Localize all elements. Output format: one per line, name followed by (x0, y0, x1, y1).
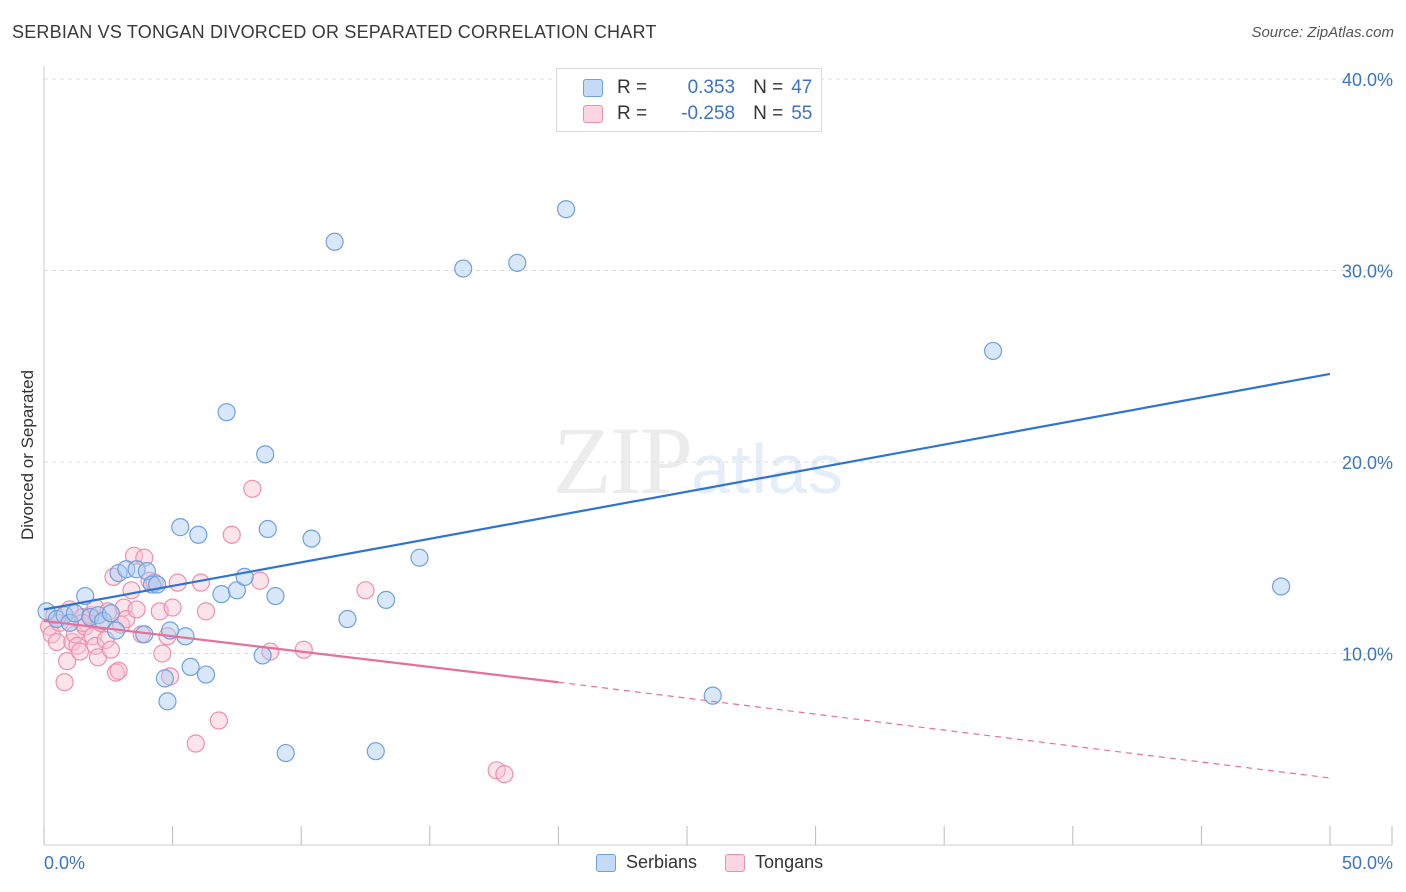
serbians-points (37, 200, 1291, 763)
legend-label-tongans: Tongans (755, 852, 824, 872)
watermark-atlas: atlas (691, 430, 844, 508)
serbian-point (302, 529, 321, 548)
tongans-trend-line (43, 619, 559, 684)
serbian-point (366, 742, 385, 761)
tongans-points (40, 479, 514, 784)
tongan-point (101, 640, 120, 659)
source-label: Source: ZipAtlas.com (1251, 24, 1394, 41)
tongan-point (47, 632, 66, 652)
tongan-point (356, 581, 375, 600)
serbian-point (212, 585, 231, 604)
tongan-point (55, 673, 74, 692)
serbian-point (158, 692, 177, 711)
tongans-legend-swatch (725, 853, 746, 872)
serbians-swatch (583, 79, 603, 97)
serbian-point (137, 562, 156, 581)
legend-item-tongans[interactable]: Tongans (725, 852, 823, 873)
legend-n-label: N = (753, 103, 784, 124)
serbian-point (325, 232, 344, 251)
serbian-point (117, 560, 136, 579)
x-tick-label: 0.0% (44, 853, 85, 873)
tongans-swatch (583, 105, 603, 123)
serbian-point (454, 259, 473, 278)
watermark: ZIPatlas (553, 405, 844, 516)
tongan-point (294, 640, 313, 659)
tongan-point (70, 642, 90, 661)
series-legend: Serbians Tongans (596, 852, 851, 873)
legend-r-value: -0.258 (681, 103, 736, 124)
legend-n-value: 47 (791, 77, 813, 98)
y-tick-label: 40.0% (1342, 70, 1393, 90)
legend-r-label: R = (617, 103, 648, 124)
serbian-point (703, 686, 722, 705)
tongan-point (163, 598, 182, 617)
legend-r-value: 0.353 (687, 77, 736, 98)
serbian-point (256, 445, 275, 464)
serbians-legend-swatch (596, 853, 616, 872)
y-tick-label: 30.0% (1342, 262, 1393, 282)
tongan-point (58, 652, 77, 671)
serbian-point (171, 518, 190, 537)
serbian-point (155, 669, 174, 688)
legend-row-tongans: R = -0.258 N = 55 (583, 102, 812, 126)
serbian-point (227, 581, 246, 600)
serbian-point (508, 253, 527, 272)
serbian-point (189, 525, 208, 544)
serbian-point (65, 604, 84, 623)
serbian-point (101, 604, 120, 623)
chart-title: SERBIAN VS TONGAN DIVORCED OR SEPARATED … (12, 22, 657, 42)
tongan-point (109, 661, 128, 680)
trend-lines (43, 372, 1331, 779)
x-tick-label: 50.0% (1342, 853, 1393, 873)
serbian-point (196, 665, 216, 684)
tongan-point (196, 602, 216, 621)
axes (43, 66, 1393, 846)
tongan-point (250, 571, 270, 590)
tick-labels: 10.0% 20.0% 30.0% 40.0% 0.0% 50.0% (44, 70, 1393, 873)
legend-n-value: 55 (791, 103, 813, 124)
serbian-point (258, 519, 277, 539)
y-tick-label: 20.0% (1342, 453, 1393, 473)
tongan-point (495, 765, 514, 784)
tongans-trend-extension (558, 681, 1331, 779)
tongan-point (99, 602, 118, 621)
correlation-legend: R = 0.353 N = 47 R = -0.258 N = 55 (556, 68, 822, 132)
watermark-zip: ZIP (553, 407, 693, 514)
tongan-point (127, 600, 146, 619)
tongan-point (243, 479, 262, 498)
legend-row-serbians: R = 0.353 N = 47 (583, 76, 812, 100)
serbian-point (94, 611, 113, 631)
tongan-point (186, 734, 205, 753)
tongan-point (153, 644, 172, 663)
serbian-point (410, 548, 429, 567)
legend-n-label: N = (753, 77, 784, 98)
tongan-point (106, 663, 126, 682)
tongan-point (222, 525, 241, 544)
serbian-point (557, 200, 576, 219)
serbian-point (217, 403, 236, 422)
y-tick-label: 10.0% (1342, 645, 1393, 665)
gridlines (44, 78, 1392, 654)
serbian-point (338, 609, 357, 629)
serbian-point (181, 657, 200, 677)
serbian-point (253, 646, 272, 665)
serbian-point (376, 590, 396, 609)
tongan-point (86, 636, 105, 655)
serbian-point (276, 743, 295, 763)
serbian-point (983, 341, 1003, 361)
legend-item-serbians[interactable]: Serbians (596, 852, 697, 873)
serbian-point (1272, 577, 1291, 596)
legend-r-label: R = (617, 77, 648, 98)
tongan-point (168, 573, 187, 592)
tongan-point (209, 711, 228, 730)
serbians-trend-line (43, 372, 1331, 611)
tongan-point (122, 581, 141, 600)
legend-label-serbians: Serbians (626, 852, 698, 872)
serbian-point (266, 586, 285, 606)
